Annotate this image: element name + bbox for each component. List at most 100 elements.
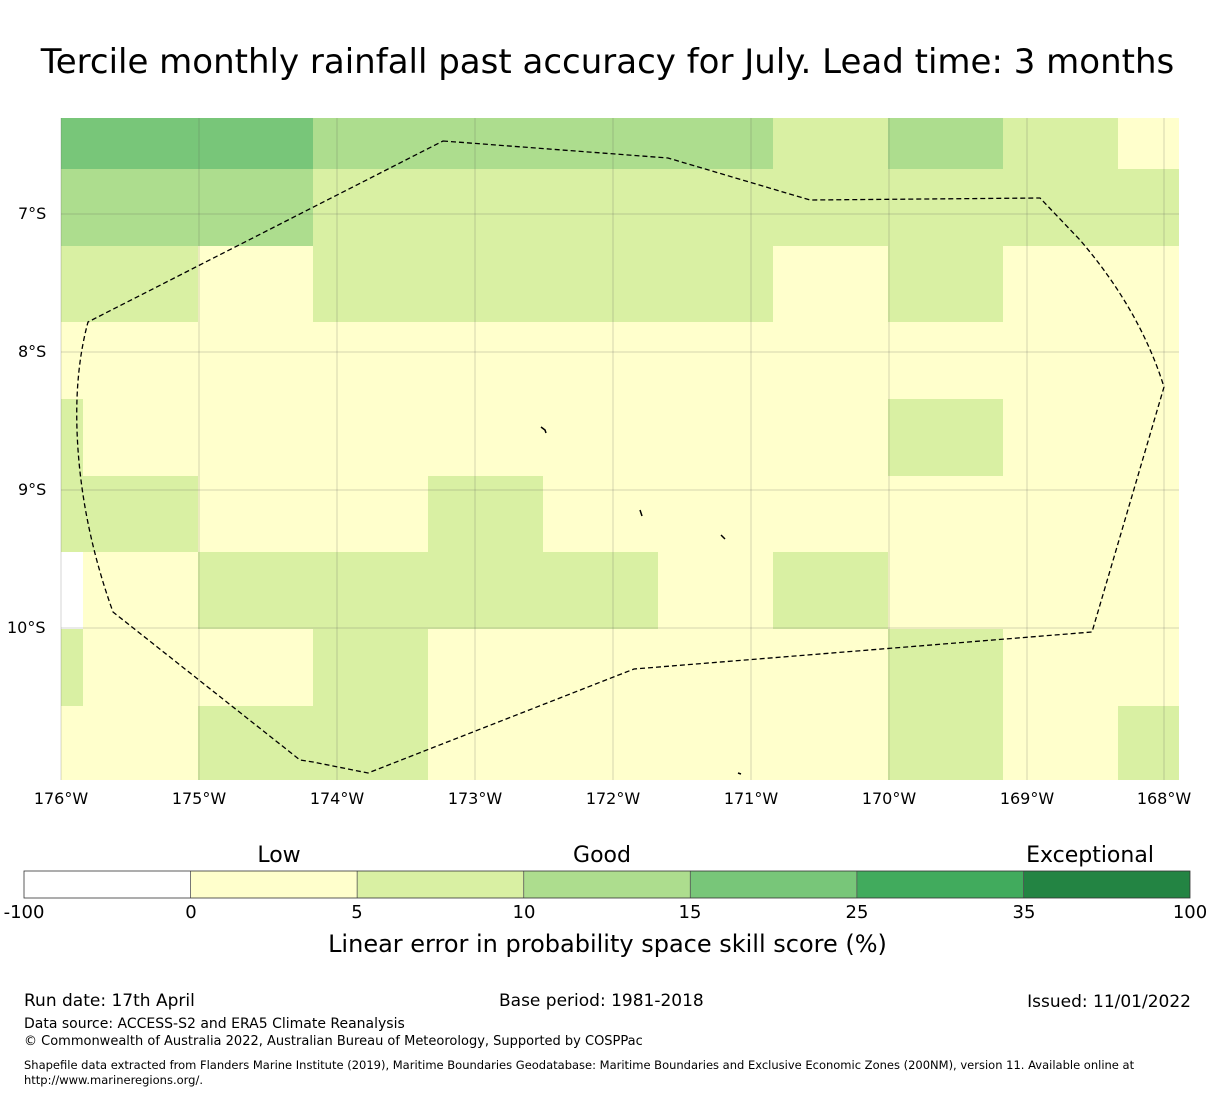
grid-cell: [658, 118, 773, 169]
colorbar-category-low: Low: [257, 843, 301, 868]
grid-cell: [198, 399, 313, 476]
grid-cell: [313, 246, 428, 322]
grid-cell: [61, 322, 198, 399]
grid-cell: [313, 169, 428, 246]
grid-cell: [428, 118, 543, 169]
island: [639, 509, 643, 517]
grid-cell: [773, 552, 888, 629]
grid-cell: [198, 706, 313, 780]
grid-cell: [61, 629, 83, 706]
colorbar-tick: 35: [1012, 902, 1036, 923]
colorbar-swatch: [1023, 871, 1190, 898]
grid-cell: [543, 246, 658, 322]
colorbar-tick: 0: [185, 902, 197, 923]
grid-cell: [198, 629, 313, 706]
colorbar-swatch: [190, 871, 358, 898]
grid-cell: [658, 629, 773, 706]
lon-label-176w: 176°W: [33, 789, 89, 808]
colorbar-label: Linear error in probability space skill …: [328, 930, 887, 958]
grid-cell: [543, 169, 658, 246]
grid-cell: [428, 552, 543, 629]
grid-cell: [198, 476, 313, 552]
grid-cell: [1118, 169, 1179, 246]
colorbar-swatch: [24, 871, 191, 898]
grid-cell: [1003, 629, 1118, 706]
shapefile-url: http://www.marineregions.org/.: [24, 1073, 203, 1087]
grid-cell: [658, 476, 773, 552]
grid-cell: [1118, 399, 1179, 476]
grid-cell: [198, 552, 313, 629]
grid-cell: [543, 552, 658, 629]
colorbar-tick: 100: [1172, 902, 1208, 923]
grid-cell: [1118, 246, 1179, 322]
grid-cell: [61, 552, 83, 629]
shapefile-credit: Shapefile data extracted from Flanders M…: [24, 1058, 1135, 1072]
grid-cell: [61, 399, 198, 476]
grid-cell: [1118, 706, 1179, 780]
colorbar: [23, 870, 1191, 899]
grid-cell: [888, 246, 1003, 322]
grid-cell: [888, 706, 1003, 780]
grid-cell: [1003, 399, 1118, 476]
lon-label-175w: 175°W: [171, 789, 227, 808]
grid-cell: [428, 706, 543, 780]
grid-cell: [1003, 322, 1118, 399]
colorbar-frame: [23, 870, 1191, 899]
grid-cell: [1003, 552, 1118, 629]
base-period: Base period: 1981-2018: [499, 991, 704, 1011]
grid-cell: [658, 552, 773, 629]
grid-cell: [61, 169, 198, 246]
grid-cell: [658, 322, 773, 399]
grid-cell: [1003, 246, 1118, 322]
colorbar-swatch: [523, 871, 691, 898]
grid-cell: [888, 629, 1003, 706]
grid-cell: [428, 322, 543, 399]
lon-label-169w: 169°W: [999, 789, 1055, 808]
grid-cell: [198, 118, 313, 169]
grid-cell: [773, 322, 888, 399]
grid-cell: [428, 169, 543, 246]
grid-cell: [543, 118, 658, 169]
grid-cell: [198, 322, 313, 399]
grid-cell: [428, 629, 543, 706]
colorbar-swatch: [357, 871, 524, 898]
grid-cell: [888, 322, 1003, 399]
grid-cell: [313, 552, 428, 629]
grid-cell: [888, 118, 1003, 169]
grid-cell: [1003, 169, 1118, 246]
grid-cell: [543, 706, 658, 780]
grid-cell: [1118, 118, 1179, 169]
grid-cell: [543, 322, 658, 399]
colorbar-category-exceptional: Exceptional: [1026, 843, 1154, 868]
grid-cell: [543, 399, 658, 476]
skill-grid: [61, 118, 1179, 780]
grid-cell: [61, 246, 198, 322]
grid-cell: [1118, 552, 1179, 629]
colorbar-category-good: Good: [573, 843, 631, 868]
lon-label-171w: 171°W: [723, 789, 779, 808]
grid-cell: [61, 476, 198, 552]
grid-cell: [61, 399, 83, 476]
graticule: [60, 118, 1179, 780]
lat-label-10s: 10°S: [7, 618, 46, 637]
grid-cell: [888, 552, 1003, 629]
issued-date: Issued: 11/01/2022: [1027, 992, 1191, 1012]
grid-cell: [1118, 629, 1179, 706]
grid-cell: [313, 476, 428, 552]
island: [737, 772, 742, 775]
grid-cell: [61, 118, 198, 169]
grid-cell: [61, 629, 198, 706]
grid-cell: [61, 552, 198, 629]
grid-cell: [773, 118, 888, 169]
lat-label-7s: 7°S: [18, 204, 47, 223]
grid-cell: [658, 169, 773, 246]
colorbar-tick: -100: [3, 902, 45, 923]
grid-cell: [313, 322, 428, 399]
lon-label-170w: 170°W: [861, 789, 917, 808]
grid-cell: [313, 706, 428, 780]
run-date: Run date: 17th April: [24, 991, 195, 1011]
grid-cell: [773, 169, 888, 246]
grid-cell: [543, 629, 658, 706]
grid-cell: [1003, 118, 1118, 169]
